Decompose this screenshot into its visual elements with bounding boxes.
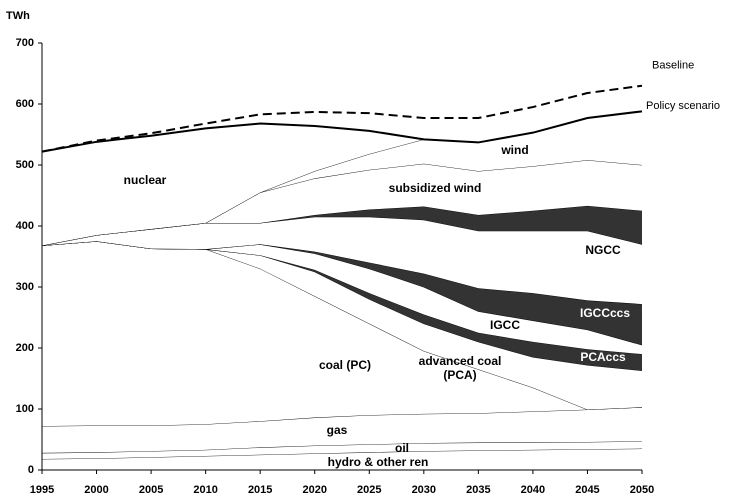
y-tick-label: 0	[28, 464, 34, 476]
y-axis-label: TWh	[6, 10, 30, 22]
y-tick-label: 400	[16, 220, 34, 232]
y-tick-label: 700	[16, 37, 34, 49]
series-label: coal (PC)	[318, 358, 371, 372]
series-label: advanced coal (PCA)	[418, 354, 502, 382]
y-tick-label: 200	[16, 342, 34, 354]
series-label: wind	[501, 143, 529, 157]
x-tick-label: 1995	[30, 484, 54, 496]
y-tick-label: 100	[16, 403, 34, 415]
baseline-line	[41, 84, 643, 153]
x-tick-label: 2040	[521, 484, 545, 496]
area	[42, 111, 642, 246]
area-top-line	[41, 448, 643, 460]
series-label: gas	[326, 423, 348, 437]
y-tick-label: 600	[16, 98, 34, 110]
y-tick-label: 300	[16, 281, 34, 293]
area	[42, 441, 642, 460]
x-tick-label: 2045	[575, 484, 599, 496]
area	[42, 205, 642, 246]
series-label: NGCCccs	[572, 181, 628, 195]
x-tick-label: 2015	[248, 484, 272, 496]
area	[42, 407, 642, 453]
area	[42, 241, 642, 355]
area	[42, 241, 642, 345]
area	[42, 241, 642, 410]
series-label: hydro & other ren	[327, 455, 429, 469]
area	[42, 241, 642, 427]
area	[42, 241, 642, 371]
series-label: IGCC	[490, 318, 520, 332]
x-tick-label: 2035	[466, 484, 490, 496]
series-label: nuclear	[123, 173, 167, 187]
series-label: IGCCccs	[579, 306, 631, 320]
x-tick-label: 2005	[139, 484, 163, 496]
series-label: subsidized wind	[388, 181, 482, 195]
area	[42, 160, 642, 246]
baseline-label: Baseline	[652, 60, 694, 72]
x-tick-label: 2030	[412, 484, 436, 496]
x-tick-label: 2010	[193, 484, 217, 496]
x-tick-label: 2020	[302, 484, 326, 496]
y-tick-label: 500	[16, 159, 34, 171]
x-tick-label: 2050	[630, 484, 654, 496]
area	[42, 448, 642, 470]
area	[42, 111, 642, 246]
x-tick-label: 2000	[84, 484, 108, 496]
x-tick-label: 2025	[357, 484, 381, 496]
series-label: PCAccs	[580, 350, 626, 364]
top-label: Policy scenario	[646, 100, 720, 112]
series-label: NGCC	[585, 243, 621, 257]
series-label: oil	[395, 441, 409, 455]
area-top-line	[41, 110, 643, 153]
area	[42, 216, 642, 305]
